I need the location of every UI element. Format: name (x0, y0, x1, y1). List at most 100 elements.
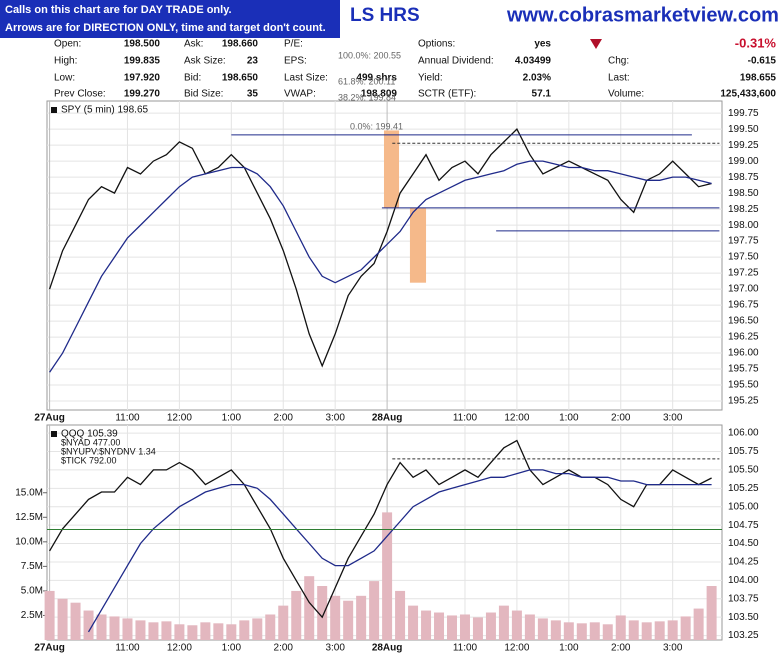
x-tick-label: 11:00 (453, 413, 478, 424)
y-tick-label: 198.75 (728, 172, 759, 183)
y2-tick-label: 5.0M (21, 586, 43, 597)
quote-value: 23 (247, 56, 259, 67)
y-tick-label: 199.00 (728, 156, 759, 167)
y-tick-label: 195.25 (728, 396, 759, 407)
y2-tick-label: 10.0M (15, 536, 43, 547)
quote-label: P/E: (284, 39, 303, 50)
x-tick-label: 1:00 (559, 413, 579, 424)
volume-bar (278, 605, 289, 640)
quote-label: Volume: (608, 89, 644, 100)
title: LS HRS (350, 5, 420, 26)
volume-bar (161, 621, 172, 640)
y-tick-label: 104.25 (728, 557, 759, 568)
x-tick-label: 1:00 (222, 413, 242, 424)
volume-bar (602, 624, 613, 640)
x-tick-label: 3:00 (325, 413, 345, 424)
quote-label: Prev Close: (54, 89, 106, 100)
quote-value: 198.500 (124, 39, 161, 50)
fib-label: 100.0%: 200.55 (338, 50, 401, 60)
volume-bar (252, 618, 263, 640)
x-tick-label: 3:00 (663, 413, 683, 424)
quote-label: High: (54, 56, 77, 67)
volume-bar (654, 621, 665, 640)
y-tick-label: 105.00 (728, 501, 759, 512)
volume-bar (615, 615, 626, 640)
y-tick-label: 199.25 (728, 140, 759, 151)
quote-label: Ask Size: (184, 56, 226, 67)
quote-value: 35 (247, 89, 259, 100)
quote-label: Chg: (608, 56, 629, 67)
x-tick-label: 11:00 (453, 643, 478, 654)
x-tick-label: 2:00 (611, 643, 631, 654)
quote-value: 198.655 (740, 73, 777, 84)
quote-label: Bid: (184, 73, 201, 84)
x-tick-label: 12:00 (504, 643, 529, 654)
legend-swatch (51, 107, 57, 113)
legend-entry: SPY (5 min) 198.65 (61, 105, 149, 116)
y-tick-label: 104.00 (728, 575, 759, 586)
notice: Calls on this chart are for DAY TRADE on… (5, 4, 232, 16)
x-tick-label: 12:00 (167, 643, 192, 654)
y-tick-label: 196.50 (728, 316, 759, 327)
y-tick-label: 196.75 (728, 300, 759, 311)
site: www.cobrasmarketview.com (506, 4, 779, 26)
y-tick-label: 197.50 (728, 252, 759, 263)
y-tick-label: 197.25 (728, 268, 759, 279)
quote-label: Bid Size: (184, 89, 223, 100)
quote-label: Options: (418, 39, 455, 50)
y-tick-label: 199.50 (728, 124, 759, 135)
volume-bar (343, 600, 354, 640)
volume-bar (330, 595, 341, 640)
x-tick-label: 11:00 (115, 643, 140, 654)
price-line (49, 160, 712, 373)
volume-bar (356, 595, 367, 640)
quote-label: Ask: (184, 39, 203, 50)
volume-bar (485, 612, 496, 640)
volume-bar (174, 624, 185, 640)
legend-swatch (51, 431, 57, 437)
volume-bar (537, 618, 548, 640)
site-box (500, 0, 780, 30)
quote-value: 199.270 (124, 89, 161, 100)
quote-value: 2.03% (523, 73, 551, 84)
y-tick-label: 196.25 (728, 332, 759, 343)
y-tick-label: 197.00 (728, 284, 759, 295)
y-tick-label: 106.00 (728, 428, 759, 439)
quote-label: Yield: (418, 73, 443, 84)
volume-bar (693, 608, 704, 640)
volume-bar (57, 598, 68, 640)
price-line (48, 128, 712, 368)
y-tick-label: 103.50 (728, 612, 759, 623)
volume-bar (70, 602, 81, 640)
y-tick-label: 104.50 (728, 538, 759, 549)
quote-label: VWAP: (284, 89, 316, 100)
volume-bar (524, 614, 535, 640)
volume-bar (434, 612, 445, 640)
quote-label: Low: (54, 73, 75, 84)
volume-bar (213, 623, 224, 640)
volume-bar (148, 622, 159, 640)
legend-entry: $NYAD 477.00 (61, 437, 120, 447)
y-tick-label: 105.25 (728, 483, 759, 494)
x-tick-label: 2:00 (611, 413, 631, 424)
x-tick-label: 12:00 (504, 413, 529, 424)
volume-bar (589, 622, 600, 640)
notice-box (0, 0, 340, 38)
y-tick-label: 199.75 (728, 108, 759, 119)
quote-value: 198.650 (222, 73, 259, 84)
quote-label: Open: (54, 39, 81, 50)
volume-bar (96, 614, 107, 640)
volume-bar (369, 581, 380, 640)
quote-value: yes (534, 39, 551, 50)
volume-bar (447, 615, 457, 640)
y-tick-label: 197.75 (728, 236, 759, 247)
quote-value: 199.835 (124, 56, 161, 67)
volume-bar (187, 625, 198, 640)
quote-value: 198.660 (222, 39, 259, 50)
x-tick-label: 2:00 (274, 643, 294, 654)
legend-entry: $TICK 792.00 (61, 455, 117, 465)
x-tick-label: 3:00 (663, 643, 683, 654)
price-line (87, 469, 712, 633)
fib-label: 38.2%: 199.84 (338, 92, 396, 102)
